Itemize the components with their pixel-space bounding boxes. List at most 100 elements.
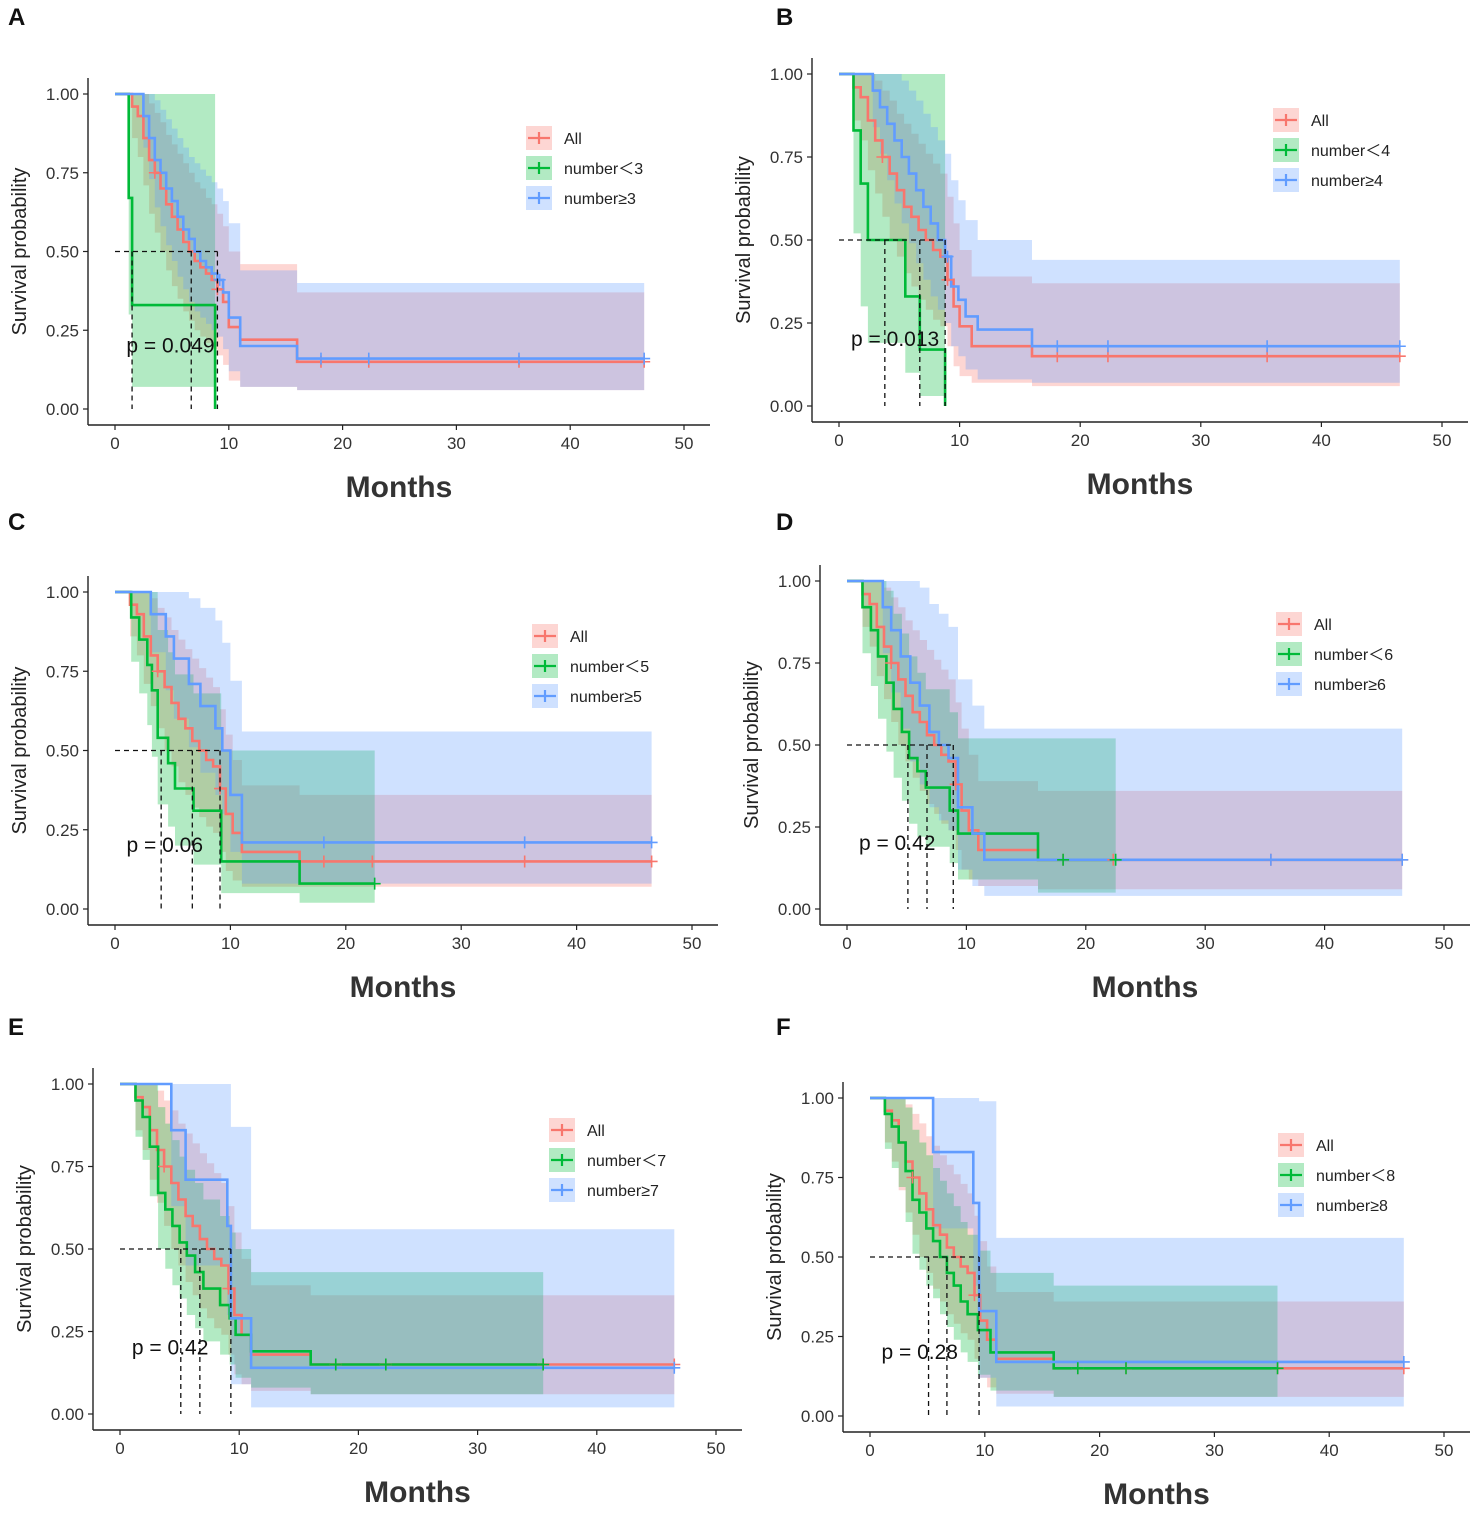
x-tick-label: 50 [707, 1439, 726, 1458]
x-tick-label: 10 [950, 431, 969, 450]
legend: All number＜4 number≥4 [1273, 108, 1390, 192]
survival-curve [870, 1096, 1404, 1364]
y-tick-label: 0.75 [46, 662, 79, 681]
x-tick-label: 20 [1076, 934, 1095, 953]
y-tick-label: 0.00 [46, 400, 79, 419]
legend-label: number≥6 [1314, 677, 1386, 694]
panel-letter: E [8, 1014, 25, 1041]
legend: All number＜7 number≥7 [549, 1118, 666, 1202]
panel-letter: A [8, 4, 26, 31]
panel-D: D 0.00 0.25 0.50 0.75 1.00 0 10 20 30 40 50 Surviva… [738, 505, 1476, 1010]
ci-ribbon [870, 1098, 1404, 1397]
survival-curve [839, 72, 1400, 358]
y-tick-label: 0.75 [46, 164, 79, 183]
survival-curves [847, 579, 1403, 862]
y-tick-label: 1.00 [801, 1089, 834, 1108]
p-value-label: p = 0.42 [132, 1337, 208, 1360]
y-axis-label: Survival probability [764, 1173, 786, 1341]
km-chart-B: 0.00 0.25 0.50 0.75 1.00 0 10 20 30 40 50 Survival … [733, 58, 1468, 501]
x-axis-label: Months [1092, 971, 1199, 1004]
censor-mark [1271, 1362, 1284, 1375]
censor-mark [368, 877, 381, 890]
survival-curves [115, 590, 652, 885]
panel-letter: B [776, 4, 794, 31]
censor-mark [148, 166, 161, 179]
legend-key-line [1280, 1139, 1302, 1151]
censor-mark [222, 1282, 235, 1295]
legend-label: number＜4 [1311, 143, 1390, 160]
censor-mark [645, 855, 658, 868]
censor-mark [1101, 340, 1114, 353]
y-tick-label: 0.00 [801, 1407, 834, 1426]
survival-curves [870, 1096, 1404, 1370]
y-tick-label: 0.25 [770, 314, 803, 333]
km-chart-F: 0.00 0.25 0.50 0.75 1.00 0 10 20 30 40 50 Survival … [764, 1082, 1470, 1511]
survival-curve [115, 590, 652, 844]
y-tick-label: 0.25 [51, 1323, 84, 1342]
panel-C: C 0.00 0.25 0.50 0.75 1.00 0 10 20 30 40 50 Surviva… [0, 505, 738, 1010]
ci-ribbon [115, 592, 652, 887]
ci-ribbon [870, 1098, 1278, 1397]
ci-ribbon [115, 592, 375, 903]
ci-ribbon [115, 94, 216, 409]
survival-curve [115, 590, 375, 885]
ci-ribbon [120, 1084, 544, 1395]
censor-mark [941, 250, 954, 263]
legend-key-line [551, 1184, 573, 1196]
survival-curve [120, 1082, 675, 1370]
panel-E: E 0.00 0.25 0.50 0.75 1.00 0 10 20 30 40 50 Surviva… [0, 1010, 742, 1510]
x-tick-label: 50 [1435, 1441, 1454, 1460]
x-axis-label: Months [350, 971, 457, 1004]
censor-mark [1397, 1355, 1410, 1368]
y-tick-label: 0.00 [778, 900, 811, 919]
censor-mark [1396, 853, 1409, 866]
y-tick-label: 0.75 [51, 1158, 84, 1177]
y-tick-label: 0.50 [51, 1240, 84, 1259]
ci-ribbon [847, 581, 1116, 893]
x-tick-label: 50 [675, 434, 694, 453]
censor-mark [151, 665, 164, 678]
legend-label: All [564, 131, 582, 148]
y-axis-label: Survival probability [14, 1165, 36, 1333]
censor-marks [885, 657, 1409, 866]
km-chart-A: 0.00 0.25 0.50 0.75 1.00 0 10 20 30 40 50 Survival … [9, 78, 710, 504]
censor-mark [1261, 340, 1274, 353]
y-tick-label: 0.25 [46, 321, 79, 340]
legend-key-line [1278, 618, 1300, 630]
ci-ribbon [839, 74, 1400, 383]
x-tick-label: 10 [975, 1441, 994, 1460]
legend-key-line [528, 162, 550, 174]
y-tick-label: 1.00 [51, 1075, 84, 1094]
censor-mark [638, 352, 651, 365]
x-tick-label: 40 [1312, 431, 1331, 450]
x-tick-label: 30 [468, 1439, 487, 1458]
censor-mark [158, 1160, 171, 1173]
legend-key-line [1280, 1169, 1302, 1181]
x-tick-label: 50 [683, 934, 702, 953]
ci-ribbon [120, 1084, 675, 1408]
censor-mark [885, 657, 898, 669]
censor-mark [317, 855, 330, 868]
legend-label: All [1316, 1138, 1334, 1155]
ci-ribbon [115, 94, 645, 391]
panel-letter: C [8, 509, 26, 536]
censor-mark [941, 273, 954, 286]
y-tick-label: 0.50 [770, 231, 803, 250]
legend-key-line [551, 1124, 573, 1136]
median-lines [870, 1256, 980, 1416]
censor-mark [314, 352, 327, 365]
median-lines [120, 1248, 232, 1414]
legend-label: number≥3 [564, 191, 636, 208]
y-tick-label: 1.00 [46, 583, 79, 602]
censor-mark [518, 855, 531, 868]
censor-mark [379, 1358, 392, 1371]
x-tick-label: 50 [1433, 431, 1452, 450]
x-tick-label: 0 [842, 934, 851, 953]
x-tick-label: 40 [1315, 934, 1334, 953]
x-tick-label: 40 [567, 934, 586, 953]
censor-mark [512, 352, 525, 365]
x-tick-label: 20 [349, 1439, 368, 1458]
survival-curve [115, 92, 645, 360]
median-lines [839, 239, 946, 406]
legend-key-line [534, 630, 556, 642]
